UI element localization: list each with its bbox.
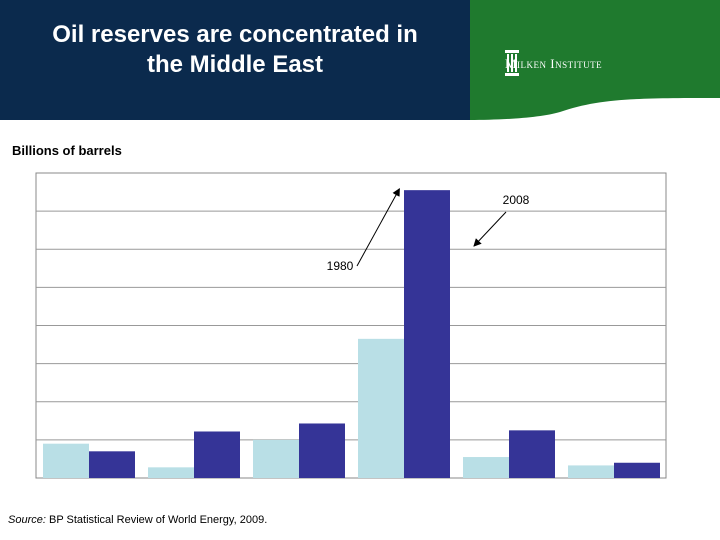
bar-1980-1 bbox=[43, 443, 89, 478]
unit-label: Billions of barrels bbox=[12, 143, 122, 158]
bar-chart: 1980 2008 bbox=[35, 172, 667, 479]
bar-2008-1 bbox=[89, 451, 135, 478]
bar-1980-4 bbox=[358, 338, 404, 478]
header-background bbox=[0, 0, 720, 120]
annotation-arrow-1980 bbox=[356, 187, 400, 267]
header-banner: Oil reserves are concentrated in the Mid… bbox=[0, 0, 720, 120]
annotation-label-1980: 1980 bbox=[327, 259, 354, 273]
bar-2008-6 bbox=[614, 462, 660, 478]
annotation-label-2008: 2008 bbox=[503, 193, 530, 207]
logo-text: Milken Institute bbox=[505, 56, 603, 71]
bar-2008-2 bbox=[194, 431, 240, 478]
title-line-2: the Middle East bbox=[146, 51, 324, 78]
bar-2008-4 bbox=[404, 190, 450, 478]
bar-1980-5 bbox=[463, 457, 509, 478]
title-line-1: Oil reserves are concentrated in bbox=[52, 21, 418, 48]
source-label: Source: bbox=[8, 514, 46, 526]
bar-1980-6 bbox=[568, 465, 614, 478]
bar-1980-2 bbox=[148, 467, 194, 478]
bar-2008-5 bbox=[509, 430, 555, 478]
bar-1980-3 bbox=[253, 439, 299, 478]
source-note: Source: BP Statistical Review of World E… bbox=[8, 514, 267, 526]
annotation-arrow-2008 bbox=[473, 211, 507, 247]
bar-2008-3 bbox=[299, 423, 345, 478]
column-pillar-icon bbox=[505, 50, 519, 76]
source-text: BP Statistical Review of World Energy, 2… bbox=[45, 514, 268, 526]
page-title: Oil reserves are concentrated in the Mid… bbox=[0, 20, 470, 80]
milken-institute-logo: Milken Institute bbox=[505, 50, 655, 78]
